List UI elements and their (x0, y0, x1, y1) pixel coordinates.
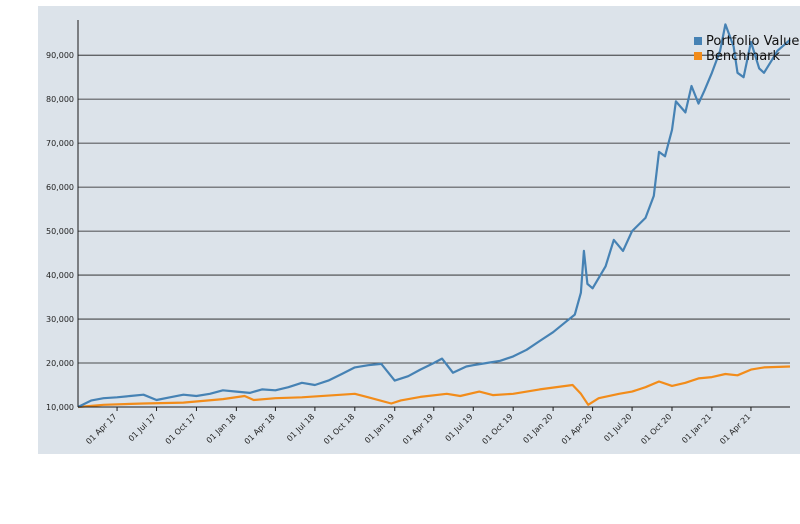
y-tick-label: 10,000 (46, 403, 74, 412)
legend: Portfolio Value Benchmark (694, 34, 799, 64)
series-line-benchmark (77, 365, 791, 409)
legend-swatch-benchmark (694, 52, 702, 60)
y-tick-label: 20,000 (46, 359, 74, 368)
y-tick-label: 90,000 (46, 51, 74, 60)
grid-lines (78, 54, 790, 408)
y-tick-label: 40,000 (46, 271, 74, 280)
y-tick-label: 30,000 (46, 315, 74, 324)
legend-label-portfolio: Portfolio Value (706, 34, 799, 49)
legend-swatch-portfolio (694, 37, 702, 45)
y-tick-label: 70,000 (46, 139, 74, 148)
y-tick-label: 60,000 (46, 183, 74, 192)
chart-panel-background (38, 6, 800, 454)
legend-label-benchmark: Benchmark (706, 49, 781, 64)
series-lines (77, 23, 791, 409)
y-tick-label: 80,000 (46, 95, 74, 104)
y-tick-label: 50,000 (46, 227, 74, 236)
series-line-portfolio-value (77, 23, 791, 408)
y-tick-labels: 10,000 20,000 30,000 40,000 50,000 60,000 70,0… (46, 51, 74, 412)
